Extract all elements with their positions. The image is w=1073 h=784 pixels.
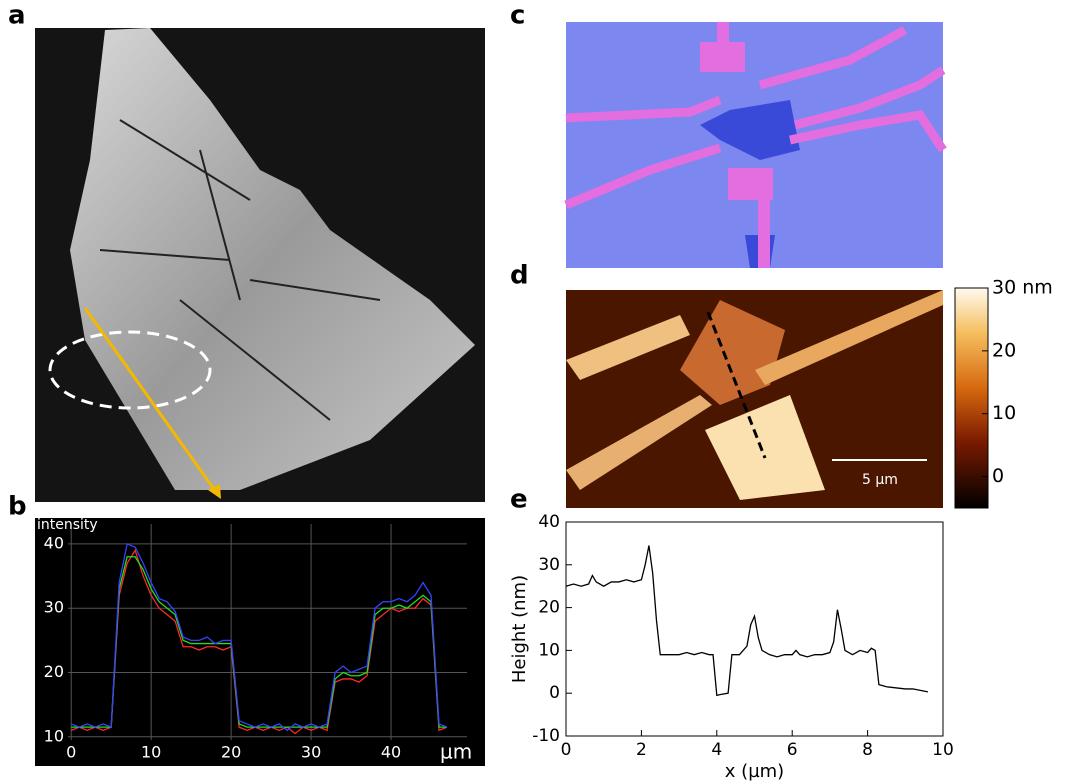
colorbar-tick-label: 20 bbox=[992, 339, 1016, 361]
x-tick-label: 10 bbox=[932, 740, 954, 760]
panel-label: b bbox=[8, 492, 27, 522]
plot-frame bbox=[566, 522, 943, 736]
colorbar bbox=[955, 288, 988, 508]
panel-label: c bbox=[510, 1, 525, 31]
y-tick-label: 20 bbox=[538, 598, 560, 618]
y-tick-label: 40 bbox=[44, 533, 64, 552]
y-tick-label: 40 bbox=[538, 512, 560, 532]
colorbar-tick-label: 30 nm bbox=[992, 277, 1053, 299]
x-tick-label: 2 bbox=[636, 740, 647, 760]
x-tick-label: 20 bbox=[221, 743, 241, 762]
data-line bbox=[566, 546, 928, 696]
y-axis-label: Height (nm) bbox=[509, 575, 530, 683]
afm-image-d: 5 µm bbox=[566, 290, 943, 508]
panel-label: d bbox=[510, 261, 529, 291]
figure: a b c d e 5 µm 30 nm20100010203040102030… bbox=[0, 0, 1073, 784]
x-tick-label: 30 bbox=[301, 743, 321, 762]
y-tick-label: 30 bbox=[538, 555, 560, 575]
x-tick-label: 0 bbox=[561, 740, 572, 760]
micrograph-c bbox=[566, 22, 943, 268]
x-tick-label: 40 bbox=[381, 743, 401, 762]
y-tick-label: 10 bbox=[44, 726, 64, 745]
y-axis-label: intensity bbox=[37, 517, 98, 533]
panel-label: a bbox=[8, 1, 26, 31]
y-tick-label: -10 bbox=[532, 726, 560, 746]
x-axis-unit: µm bbox=[440, 740, 472, 764]
x-tick-label: 6 bbox=[787, 740, 798, 760]
micrograph-a bbox=[35, 28, 485, 502]
x-axis-label: x (µm) bbox=[725, 761, 784, 782]
x-tick-label: 10 bbox=[141, 743, 161, 762]
y-tick-label: 30 bbox=[44, 598, 64, 617]
y-tick-label: 10 bbox=[538, 640, 560, 660]
x-tick-label: 0 bbox=[66, 743, 76, 762]
colorbar-tick-label: 0 bbox=[992, 465, 1004, 487]
panel-label: e bbox=[510, 485, 528, 515]
x-tick-label: 8 bbox=[862, 740, 873, 760]
x-tick-label: 4 bbox=[711, 740, 722, 760]
y-tick-label: 0 bbox=[549, 683, 560, 703]
colorbar-tick-label: 10 bbox=[992, 402, 1016, 424]
y-tick-label: 20 bbox=[44, 662, 64, 681]
scale-bar-label: 5 µm bbox=[862, 472, 898, 488]
